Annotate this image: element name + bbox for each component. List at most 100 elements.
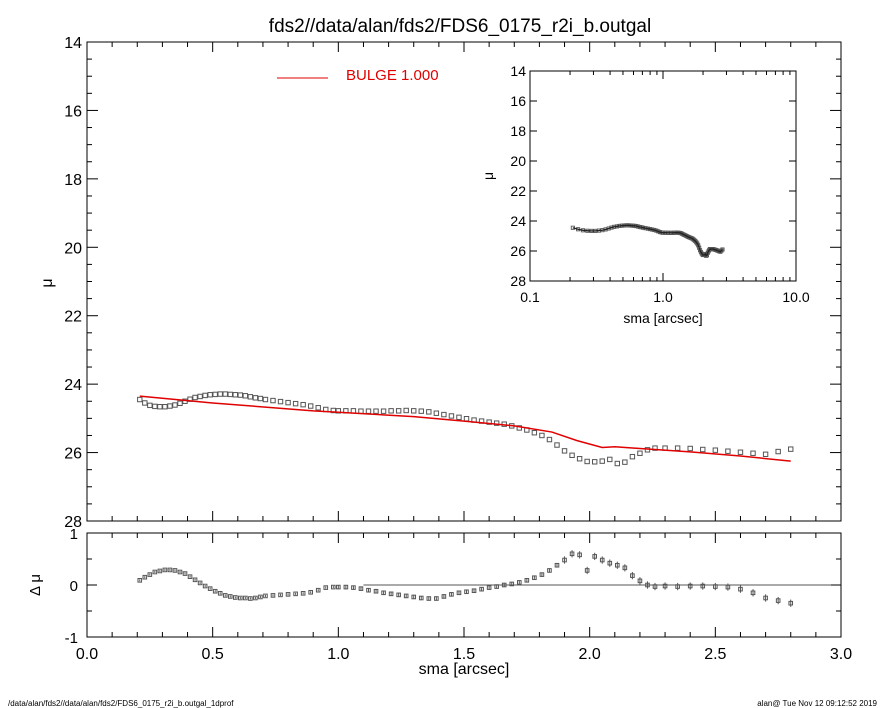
residual-point	[592, 554, 597, 559]
inset-x-tick-label: 0.1	[520, 289, 540, 305]
data-point	[546, 436, 553, 443]
residual-point	[750, 590, 756, 596]
data-point	[762, 451, 769, 457]
residual-point	[418, 595, 424, 601]
data-point	[426, 409, 432, 415]
residual-point	[725, 584, 731, 590]
residual-point	[293, 591, 298, 597]
main-data-points	[137, 391, 794, 467]
residual-point	[501, 582, 507, 588]
data-point	[531, 430, 538, 436]
inset-x-tick-label: 1.0	[653, 289, 673, 305]
data-point	[539, 432, 545, 439]
inset-y-tick-label: 28	[510, 273, 526, 289]
residual-point	[253, 595, 258, 601]
main-y-tick-label: 20	[64, 240, 82, 257]
main-y-tick-label: 18	[64, 172, 82, 189]
residual-point	[315, 587, 321, 593]
inset-y-ticks: 14 16 18 20 22 24 26 28	[510, 63, 796, 289]
main-profile-panel: 14 16 18 20 22 24 26 28 μ BULGE 1.000	[39, 35, 842, 531]
x-tick-label: 3.0	[830, 646, 852, 663]
residual-point	[192, 577, 198, 583]
residual-y-tick-label: 0	[70, 578, 78, 595]
data-point	[388, 408, 394, 414]
residual-point	[516, 580, 522, 585]
residual-point	[456, 590, 462, 596]
residual-point	[713, 584, 718, 589]
data-point	[433, 410, 440, 416]
residual-y-tick-label: 1	[70, 526, 78, 543]
main-y-tick-label: 26	[64, 446, 82, 463]
data-point	[599, 458, 605, 464]
data-point	[554, 442, 560, 448]
residual-point	[263, 593, 268, 599]
inset-data-point	[720, 247, 725, 252]
data-point	[277, 398, 284, 405]
data-point	[561, 448, 568, 454]
residual-point	[300, 591, 306, 596]
residual-point	[142, 574, 148, 580]
residual-point	[524, 578, 530, 583]
residual-point	[441, 594, 447, 599]
residual-point	[396, 592, 401, 598]
data-point	[493, 420, 500, 426]
data-point	[591, 459, 598, 465]
residual-point	[258, 594, 263, 600]
data-point	[222, 391, 228, 397]
data-point	[237, 392, 244, 398]
residual-point	[388, 591, 394, 597]
data-point	[285, 399, 291, 406]
residual-point	[212, 588, 218, 594]
residual-point	[162, 567, 168, 573]
main-y-tick-label: 16	[64, 103, 82, 120]
data-point	[270, 397, 276, 404]
residual-point	[645, 582, 650, 588]
data-point	[674, 445, 681, 451]
data-point	[569, 452, 575, 459]
inset-y-tick-label: 24	[510, 213, 526, 229]
inset-data-point	[719, 248, 724, 253]
data-point	[177, 400, 183, 407]
data-point	[403, 407, 409, 414]
data-point	[137, 396, 143, 403]
residual-point	[464, 589, 469, 595]
residual-point	[137, 578, 143, 583]
data-point	[712, 447, 719, 453]
data-point	[622, 459, 628, 465]
residual-point	[270, 593, 276, 598]
data-point	[380, 408, 387, 414]
inset-x-tick-label: 10.0	[782, 289, 809, 305]
x-tick-label: 2.0	[579, 646, 601, 663]
footer-timestamp: alan@ Tue Nov 12 09:12:52 2019	[757, 699, 877, 708]
inset-y-tick-label: 20	[510, 153, 526, 169]
residual-point	[207, 586, 213, 591]
residual-y-ticks: -1 0 1	[65, 526, 841, 647]
data-point	[607, 456, 613, 463]
residual-point	[336, 584, 341, 590]
residual-y-tick-label: -1	[65, 630, 78, 647]
data-point	[584, 458, 590, 465]
residual-point	[554, 562, 560, 568]
data-point	[192, 394, 198, 401]
data-point	[212, 391, 218, 398]
data-point	[788, 446, 794, 452]
main-y-tick-label: 22	[64, 309, 82, 326]
residual-point	[182, 571, 188, 576]
data-point	[629, 453, 636, 460]
inset-y-axis-label: μ	[480, 172, 496, 180]
residual-point	[426, 596, 432, 601]
data-point	[614, 460, 621, 467]
residual-point	[243, 595, 248, 601]
residual-point	[358, 586, 364, 591]
residual-point	[152, 569, 158, 575]
chart-title: fds2//data/alan/fds2/FDS6_0175_r2i_b.out…	[269, 16, 651, 37]
residual-point	[607, 560, 613, 566]
residual-x-ticks: 0.0 0.5 1.0 1.5 2.0 2.5 3.0	[76, 533, 852, 663]
data-point	[315, 405, 321, 411]
residual-point	[227, 594, 233, 599]
residual-point	[622, 565, 628, 571]
residual-point	[434, 596, 439, 601]
footer-file-path: /data/alan/fds2//data/alan/fds2/FDS6_017…	[8, 699, 234, 708]
residual-point	[217, 591, 223, 596]
data-point	[157, 404, 163, 410]
